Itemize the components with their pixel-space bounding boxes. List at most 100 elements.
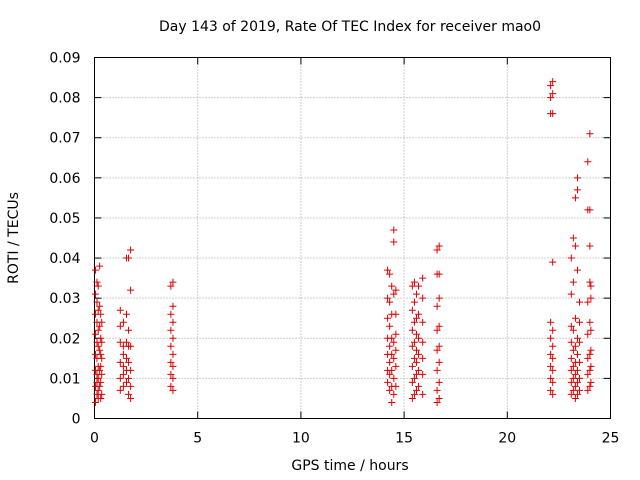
data-point-marker <box>386 322 394 330</box>
data-point-marker <box>392 310 400 318</box>
data-point-marker <box>116 374 124 382</box>
data-point-marker <box>388 350 396 358</box>
data-point-marker <box>127 246 135 254</box>
data-point-marker <box>410 278 418 286</box>
data-point-marker <box>569 278 577 286</box>
y-axis-label: ROTI / TECUs <box>6 192 22 284</box>
data-point-marker <box>576 338 584 346</box>
data-point-marker <box>435 242 443 250</box>
data-point-marker <box>390 374 398 382</box>
data-point-marker <box>586 318 594 326</box>
data-point-marker <box>549 258 557 266</box>
data-point-marker <box>573 186 581 194</box>
data-point-marker <box>587 346 595 354</box>
y-tick-label: 0.01 <box>49 371 80 387</box>
data-point-marker <box>569 362 577 370</box>
x-tick-label: 25 <box>602 431 620 447</box>
data-point-marker <box>547 362 555 370</box>
data-point-marker <box>435 342 443 350</box>
data-point-marker <box>167 326 175 334</box>
data-point-marker <box>127 382 135 390</box>
data-point-marker <box>408 342 416 350</box>
data-point-marker <box>571 242 579 250</box>
data-point-marker <box>549 110 557 118</box>
data-point-marker <box>169 386 177 394</box>
data-point-marker <box>94 306 102 314</box>
x-axis-label: GPS time / hours <box>291 458 408 474</box>
data-point-marker <box>412 346 420 354</box>
y-tick-label: 0.07 <box>49 131 80 147</box>
data-point-marker <box>419 338 427 346</box>
y-tick-label: 0.09 <box>49 51 80 67</box>
data-point-marker <box>98 354 106 362</box>
data-point-marker <box>415 310 423 318</box>
data-point-marker <box>571 314 579 322</box>
data-point-marker <box>584 370 592 378</box>
data-point-marker <box>549 378 557 386</box>
data-point-marker <box>549 342 557 350</box>
data-point-marker <box>569 374 577 382</box>
y-tick-label: 0.05 <box>49 211 80 227</box>
data-point-marker <box>571 394 579 402</box>
x-tick-label: 5 <box>193 431 202 447</box>
data-point-marker <box>127 286 135 294</box>
data-point-marker <box>412 290 420 298</box>
data-point-marker <box>408 306 416 314</box>
data-point-marker <box>390 390 398 398</box>
data-point-marker <box>116 306 124 314</box>
data-point-marker <box>586 206 594 214</box>
data-point-marker <box>386 270 394 278</box>
data-point-marker <box>408 362 416 370</box>
data-point-marker <box>435 358 443 366</box>
data-point-marker <box>435 394 443 402</box>
data-point-marker <box>96 262 104 270</box>
data-point-marker <box>169 278 177 286</box>
data-point-marker <box>408 282 416 290</box>
data-point-marker <box>573 366 581 374</box>
data-points <box>92 78 595 406</box>
data-point-marker <box>97 350 105 358</box>
data-point-marker <box>386 386 394 394</box>
data-point-marker <box>127 366 135 374</box>
data-point-marker <box>386 342 394 350</box>
data-point-marker <box>412 314 420 322</box>
data-point-marker <box>392 330 400 338</box>
data-point-marker <box>392 286 400 294</box>
data-point-marker <box>94 326 102 334</box>
data-point-marker <box>92 330 100 338</box>
data-point-marker <box>576 374 584 382</box>
data-point-marker <box>96 322 104 330</box>
data-point-marker <box>587 282 595 290</box>
data-point-marker <box>169 334 177 342</box>
data-point-marker <box>567 378 575 386</box>
y-tick-label: 0.06 <box>49 171 80 187</box>
data-point-marker <box>412 386 420 394</box>
data-point-marker <box>390 354 398 362</box>
data-point-marker <box>435 270 443 278</box>
data-point-marker <box>410 374 418 382</box>
data-point-marker <box>433 346 441 354</box>
data-point-marker <box>415 334 423 342</box>
data-point-marker <box>567 322 575 330</box>
data-point-marker <box>388 334 396 342</box>
data-point-marker <box>576 358 584 366</box>
data-point-marker <box>547 386 555 394</box>
data-point-marker <box>571 342 579 350</box>
data-point-marker <box>408 378 416 386</box>
data-point-marker <box>169 374 177 382</box>
x-tick-label: 0 <box>90 431 99 447</box>
data-point-marker <box>94 282 102 290</box>
data-point-marker <box>92 398 100 406</box>
x-tick-label: 10 <box>292 431 310 447</box>
data-point-marker <box>567 254 575 262</box>
y-tick-label: 0 <box>72 412 81 428</box>
data-point-marker <box>169 302 177 310</box>
data-point-marker <box>547 94 555 102</box>
data-point-marker <box>549 90 557 98</box>
data-point-marker <box>410 298 418 306</box>
data-point-marker <box>547 318 555 326</box>
data-point-marker <box>388 366 396 374</box>
data-point-marker <box>549 326 557 334</box>
data-point-marker <box>384 314 392 322</box>
data-point-marker <box>96 366 104 374</box>
